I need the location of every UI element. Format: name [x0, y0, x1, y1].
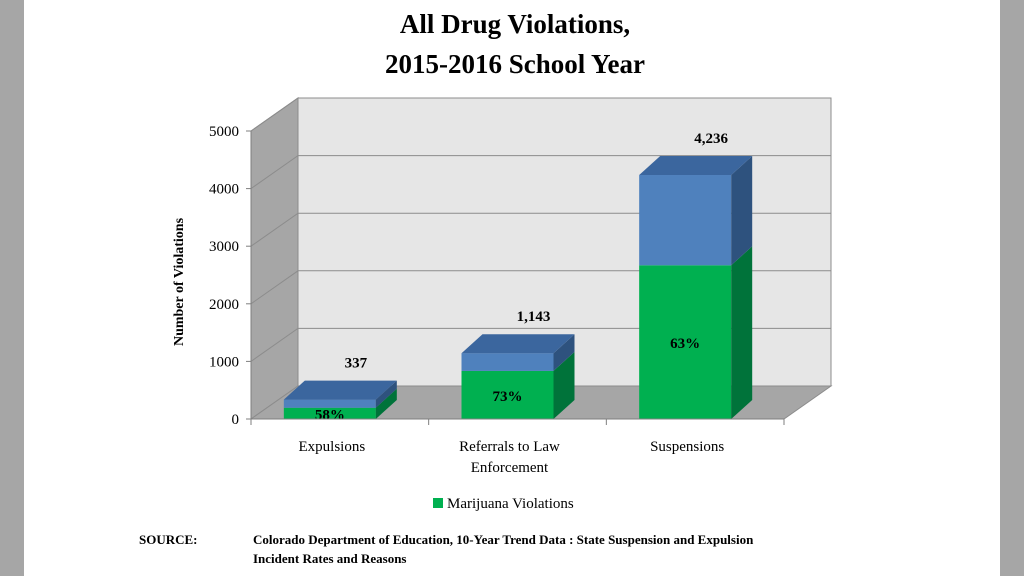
gridline [250, 155, 831, 190]
y-tick-label: 3000 [209, 239, 239, 255]
y-tick-label: 1000 [209, 354, 239, 370]
y-tick-label: 2000 [209, 297, 239, 313]
bar-other-0 [283, 380, 397, 408]
total-label-1: 1,143 [517, 309, 551, 325]
bar-marijuana-0 [283, 388, 397, 419]
source-label: SOURCE: [139, 532, 198, 547]
bar-other-2 [639, 156, 753, 266]
y-tick-label: 0 [232, 412, 240, 428]
bar-marijuana-2 [639, 246, 753, 419]
source-line-2: Incident Rates and Reasons [253, 551, 407, 566]
y-tick-label: 5000 [209, 124, 239, 140]
bar-marijuana-1-front [461, 370, 554, 419]
bar-marijuana-1-side [553, 351, 575, 419]
y-axis: 0 1000 2000 3000 4000 5000 [209, 124, 252, 428]
bar-other-0-front [283, 399, 376, 408]
bar-other-1-front [461, 353, 554, 371]
category-label-2: Suspensions [650, 439, 724, 455]
source-note: SOURCE: Colorado Department of Education… [139, 532, 754, 566]
bar-top-2 [639, 156, 753, 175]
chart-title: All Drug Violations, 2015-2016 School Ye… [385, 9, 645, 79]
legend-label-marijuana: Marijuana Violations [447, 496, 574, 512]
x-axis: Expulsions Referrals to Law Enforcement Sus… [250, 418, 785, 476]
bar-marijuana-0-side [375, 388, 397, 419]
total-label-2: 4,236 [694, 131, 728, 147]
category-label-0: Expulsions [298, 439, 365, 455]
chart-svg: All Drug Violations, 2015-2016 School Ye… [139, 9, 833, 566]
gridline [250, 97, 831, 132]
bar-marijuana-2-front [639, 265, 732, 419]
chart-title-line-1: All Drug Violations, [400, 9, 630, 39]
chart-title-line-2: 2015-2016 School Year [385, 49, 645, 79]
legend-swatch-marijuana [433, 498, 443, 508]
legend: Marijuana Violations [433, 496, 574, 512]
bar-other-0-side [375, 380, 397, 408]
bar-other-1 [461, 334, 575, 371]
bar-other-1-side [553, 334, 575, 371]
bar-marijuana-0-front [283, 407, 376, 419]
bar-other-2-side [731, 156, 753, 266]
bar-top-1 [461, 334, 575, 354]
y-tick-label: 4000 [209, 182, 239, 198]
bar-top-0 [283, 380, 397, 400]
source-line-1: Colorado Department of Education, 10-Yea… [253, 532, 754, 547]
bars [283, 156, 753, 419]
y-axis-title: Number of Violations [172, 217, 187, 346]
share-label-2: 63% [670, 336, 700, 352]
bar-other-2-front [639, 175, 732, 266]
bar-marijuana-2-side [731, 246, 753, 419]
total-label-0: 337 [345, 356, 368, 372]
share-label-1: 73% [493, 389, 523, 405]
bar-marijuana-1 [461, 351, 575, 419]
share-label-0: 58% [315, 407, 345, 423]
side-wall [250, 97, 299, 420]
category-label-1: Enforcement [471, 460, 549, 476]
chart-page: All Drug Violations, 2015-2016 School Ye… [24, 0, 1000, 576]
category-label-1: Referrals to Law [459, 439, 560, 455]
